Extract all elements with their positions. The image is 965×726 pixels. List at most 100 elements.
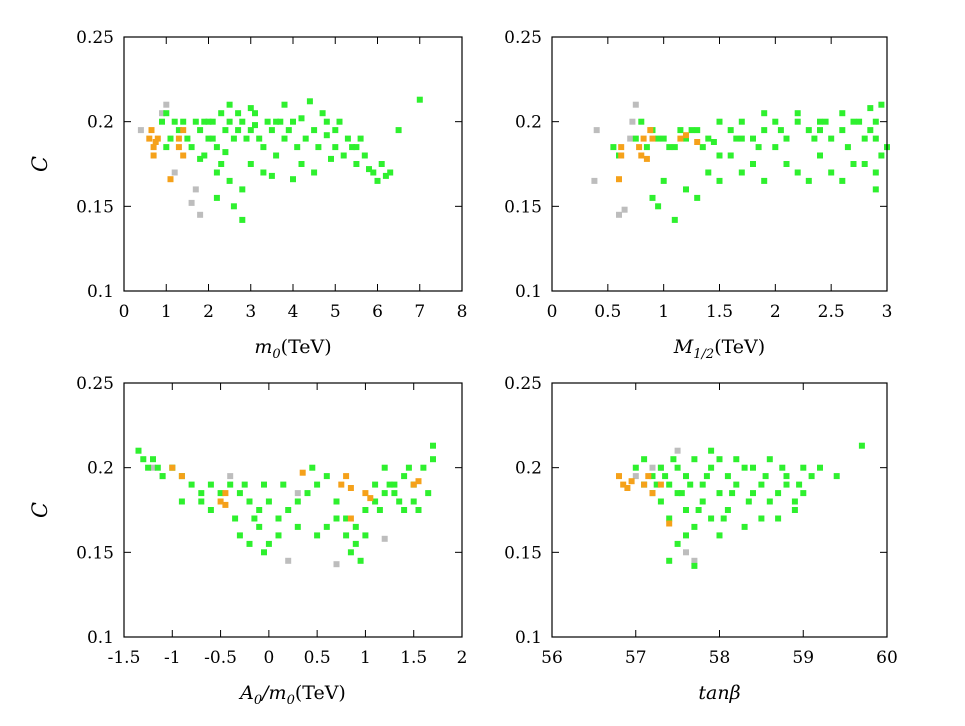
point-green-15: [758, 481, 765, 488]
point-orange-2: [217, 498, 224, 505]
point-green-26: [294, 144, 301, 151]
point-green-13: [236, 490, 243, 497]
x-tick-label: 1.5: [400, 648, 427, 668]
point-green-3: [163, 144, 170, 151]
point-gray-2: [616, 211, 622, 218]
point-orange-9: [683, 132, 689, 139]
point-green-10: [716, 490, 723, 497]
point-green-11: [217, 490, 224, 497]
point-green-39: [332, 127, 339, 134]
point-green-49: [850, 161, 857, 167]
point-orange-0: [618, 144, 625, 151]
point-green-3: [638, 118, 645, 125]
point-gray-4: [333, 561, 340, 568]
point-green-37: [401, 507, 408, 513]
point-green-32: [794, 169, 801, 176]
point-green-61: [867, 127, 874, 134]
x-tick-label: -1: [164, 648, 181, 668]
point-green-38: [391, 490, 398, 497]
point-green-74: [235, 127, 242, 134]
point-green-7: [671, 144, 678, 151]
point-green-26: [362, 507, 369, 513]
point-green-24: [281, 135, 288, 142]
point-green-28: [381, 490, 388, 497]
point-green-22: [828, 135, 835, 142]
point-gray-0: [150, 464, 156, 471]
point-green-67: [755, 144, 762, 151]
point-green-43: [347, 549, 354, 556]
point-orange-6: [643, 155, 650, 162]
point-green-33: [741, 523, 748, 530]
point-green-11: [724, 473, 731, 480]
point-green-29: [315, 144, 322, 151]
point-green-66: [777, 127, 784, 134]
point-green-48: [213, 194, 220, 201]
point-orange-0: [146, 135, 153, 142]
point-green-2: [167, 135, 174, 142]
point-green-51: [265, 540, 272, 547]
point-green-21: [314, 481, 321, 488]
x-tick-label: 59: [792, 648, 814, 668]
point-orange-7: [347, 485, 354, 491]
y-tick-label: 0.15: [504, 543, 542, 563]
point-green-76: [209, 135, 216, 142]
y-tick-label: 0.2: [515, 113, 542, 133]
point-green-38: [660, 177, 667, 184]
point-gray-6: [171, 169, 178, 176]
point-orange-6: [343, 473, 350, 480]
point-green-44: [733, 456, 740, 463]
point-green-30: [323, 118, 330, 125]
point-green-46: [766, 456, 773, 463]
point-green-62: [662, 473, 669, 480]
point-gray-4: [629, 118, 636, 125]
point-green-8: [699, 481, 706, 488]
point-green-53: [703, 473, 710, 480]
point-orange-8: [677, 135, 684, 142]
point-green-52: [256, 523, 263, 530]
point-green-22: [323, 473, 330, 480]
point-orange-1: [620, 481, 627, 488]
point-gray-4: [649, 464, 656, 471]
x-tick-label: 6: [372, 302, 383, 322]
point-green-57: [198, 498, 205, 505]
series-gray: [591, 101, 639, 218]
point-green-17: [775, 490, 782, 497]
point-green-53: [867, 105, 874, 112]
series-green: [632, 442, 865, 569]
point-green-49: [716, 456, 723, 463]
series-orange: [616, 127, 701, 183]
y-tick-label: 0.1: [515, 628, 542, 648]
point-gray-3: [192, 186, 199, 193]
y-tick-label: 0.15: [76, 197, 114, 217]
point-green-8: [683, 135, 689, 142]
point-green-78: [175, 127, 182, 134]
point-orange-11: [616, 176, 622, 183]
plot-frame: [123, 382, 463, 638]
series-orange: [169, 464, 422, 522]
point-green-66: [260, 144, 267, 151]
point-green-56: [357, 135, 364, 142]
point-green-25: [290, 118, 296, 125]
point-green-18: [247, 127, 254, 134]
point-green-33: [349, 144, 356, 151]
y-tick-label: 0.2: [87, 113, 114, 133]
point-green-7: [691, 456, 698, 463]
point-green-21: [808, 473, 815, 480]
point-green-30: [666, 557, 673, 564]
point-green-23: [277, 118, 284, 125]
point-green-17: [239, 118, 246, 125]
point-green-38: [674, 490, 681, 497]
panel-2: 0 0.5 1 1.5 2 2.5 3 0.1 0.15 0.2 0.25 M1/2(TeV): [504, 28, 892, 362]
point-gray-1: [591, 177, 598, 184]
point-green-37: [683, 186, 689, 193]
x-tick-label: -1.5: [108, 648, 141, 668]
point-gray-4: [197, 211, 204, 218]
point-green-73: [655, 135, 662, 142]
point-orange-6: [649, 490, 656, 497]
point-green-53: [311, 169, 318, 176]
point-green-66: [415, 507, 422, 513]
x-tick-label: 2: [203, 302, 214, 322]
point-green-32: [420, 464, 427, 471]
point-orange-0: [169, 464, 176, 471]
plot-frame: [123, 36, 463, 292]
